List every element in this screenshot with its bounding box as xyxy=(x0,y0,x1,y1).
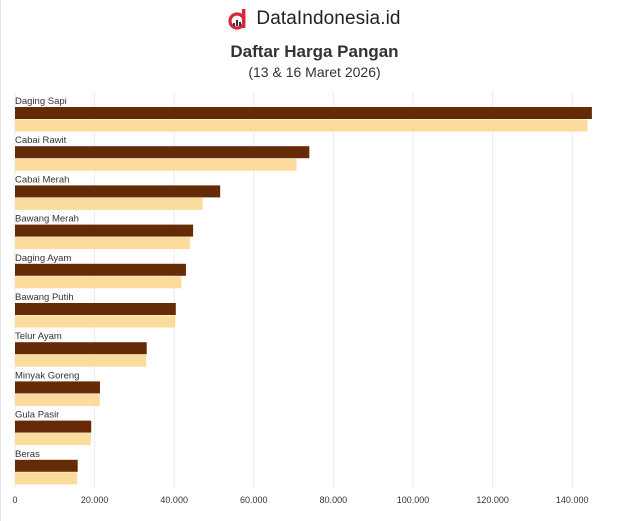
x-tick-label: 140.000 xyxy=(556,495,589,505)
category-label: Minyak Goreng xyxy=(15,370,79,381)
x-tick-label: 80.000 xyxy=(320,495,348,505)
category-label: Daging Sapi xyxy=(15,96,67,107)
category-label: Cabai Rawit xyxy=(15,135,67,146)
category-label: Gula Pasir xyxy=(15,410,59,421)
brand-name: DataIndonesia.id xyxy=(256,8,401,29)
bar-series2 xyxy=(15,237,190,250)
left-border xyxy=(0,0,1,521)
chart-title: Daftar Harga Pangan xyxy=(230,42,399,61)
x-tick-label: 60.000 xyxy=(240,495,268,505)
category-label: Telur Ayam xyxy=(15,331,62,342)
bar-series1 xyxy=(15,107,592,119)
bar-series1 xyxy=(15,420,92,433)
bar-series2 xyxy=(15,393,100,406)
brand-header: DataIndonesia.id xyxy=(0,8,629,35)
bar-series2 xyxy=(15,276,182,289)
bar-series1 xyxy=(15,459,78,472)
category-label: Cabai Merah xyxy=(15,174,69,185)
bar-series1 xyxy=(15,224,194,237)
bar-series2 xyxy=(15,158,297,171)
bar-series2 xyxy=(15,472,78,485)
dataindonesia-logo-icon xyxy=(228,9,246,30)
x-tick-label: 100.000 xyxy=(397,495,430,505)
category-label: Beras xyxy=(15,449,40,460)
bar-series2 xyxy=(15,433,91,446)
x-tick-label: 20.000 xyxy=(81,495,109,505)
bar-series2 xyxy=(15,354,147,367)
bar-series1 xyxy=(15,381,100,394)
x-tick-label: 40.000 xyxy=(160,495,188,505)
bar-series2 xyxy=(15,197,203,210)
category-label: Bawang Merah xyxy=(15,214,79,225)
chart-subtitle: (13 & 16 Maret 2026) xyxy=(248,64,381,80)
bar-series2 xyxy=(15,119,588,132)
category-label: Daging Ayam xyxy=(15,253,71,264)
x-tick-label: 0 xyxy=(12,495,17,505)
bar-series1 xyxy=(15,146,310,159)
bar-series1 xyxy=(15,342,147,355)
bar-series1 xyxy=(15,263,186,276)
x-tick-label: 120.000 xyxy=(476,495,509,505)
category-label: Bawang Putih xyxy=(15,292,74,303)
bar-series1 xyxy=(15,303,176,315)
bar-series1 xyxy=(15,185,221,198)
bar-series2 xyxy=(15,315,176,328)
